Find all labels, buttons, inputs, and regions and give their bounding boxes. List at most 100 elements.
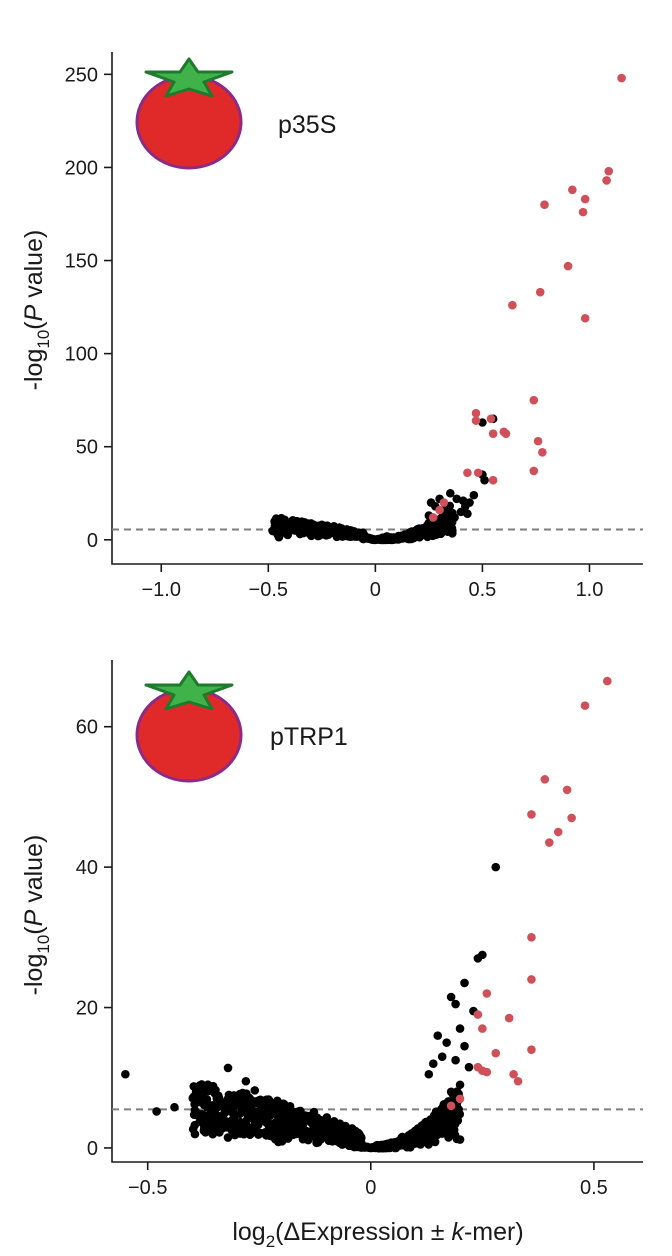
nonsig-point [170,1102,179,1112]
nonsig-point [318,1124,327,1134]
sig-point [446,1101,456,1111]
nonsig-point [426,498,436,507]
tomato-icon [135,57,243,170]
nonsig-point [273,1107,283,1117]
y-tick-label: 100 [65,344,98,366]
nonsig-point [469,490,479,500]
nonsig-point [455,1024,465,1033]
nonsig-point [210,1088,219,1098]
sig-point [603,676,612,686]
x-tick-label: 0 [365,1177,376,1199]
sig-point [617,73,626,83]
nonsig-point [407,527,416,536]
nonsig-point [206,1113,216,1122]
sig-point [544,838,554,847]
nonsig-point [195,1117,204,1127]
tomato-icon [135,670,243,783]
sig-point [533,436,543,446]
sig-point [580,313,590,323]
panel-pTRP1-yticks: 0 20 40 60 [76,717,112,1160]
nonsig-point [300,1111,310,1120]
nonsig-point [323,1131,333,1140]
nonsig-point [277,1137,287,1146]
sig-point [482,1067,492,1077]
nonsig-point [265,1119,275,1129]
nonsig-point [121,1069,130,1079]
nonsig-point [480,475,489,485]
nonsig-point [261,1127,270,1137]
x-tick-label: −0.5 [128,1177,167,1199]
sig-point [491,1048,501,1058]
nonsig-point [188,1124,198,1134]
nonsig-point [455,1135,465,1144]
sig-point [471,408,481,418]
panel-p35S: −1.0 −0.5 0 0.5 1.0 0 50 100 150 200 250 p35S -lo… [20,52,643,601]
sig-point [486,414,496,424]
nonsig-point [287,1106,296,1116]
nonsig-point [254,1130,263,1139]
sig-point [567,813,576,823]
nonsig-point [426,526,435,536]
panel-pTRP1: −0.5 0 0.5 0 20 40 60 pTRP1 -log10(P value) [20,660,643,1199]
nonsig-point [460,978,469,988]
nonsig-point [464,1062,474,1072]
nonsig-point [260,1104,270,1113]
sig-point [602,176,611,185]
nonsig-point [194,1093,203,1102]
nonsig-point [296,524,305,533]
nonsig-point [445,1115,454,1124]
nonsig-point [213,1120,222,1130]
nonsig-point [446,992,456,1002]
nonsig-point [460,1041,469,1051]
panel-pTRP1-ylabel: -log10(P value) [20,835,53,996]
sig-point [529,395,539,405]
sig-point [488,475,498,485]
nonsig-point [350,1141,360,1150]
nonsig-point [447,529,457,538]
nonsig-point [460,501,470,511]
panel-pTRP1-points [121,676,612,1153]
nonsig-point [446,1087,456,1097]
x-tick-label: 0 [370,579,381,601]
panel-p35S-yticks: 0 50 100 150 200 250 [65,64,112,552]
nonsig-point [242,1104,252,1114]
nonsig-point [373,534,383,544]
nonsig-point [436,524,446,534]
nonsig-point [473,954,483,963]
sig-point [527,1045,536,1054]
y-tick-label: 0 [87,530,98,552]
sig-point [435,505,444,515]
x-axis-label: log2(ΔExpression ± k-mer) [232,1218,523,1251]
nonsig-point [246,1129,256,1138]
sig-point [553,827,563,837]
nonsig-point [242,1116,251,1125]
nonsig-point [432,1130,442,1140]
x-tick-label: 0.5 [469,579,497,601]
sig-point [488,429,498,438]
sig-point [473,468,483,478]
nonsig-point [325,1121,335,1131]
nonsig-point [311,1122,320,1132]
x-tick-label: 1.0 [576,579,604,601]
panel-p35S-label: p35S [278,111,336,139]
sig-point [580,194,590,204]
nonsig-point [433,1031,443,1040]
nonsig-point [438,512,447,521]
panel-pTRP1-label: pTRP1 [270,723,348,751]
sig-point [501,429,511,438]
sig-point [463,468,472,478]
sig-point [527,933,536,942]
sig-point [508,300,517,310]
sig-point [562,785,572,795]
sig-point [604,166,614,176]
panel-p35S-xticks: −1.0 −0.5 0 0.5 1.0 [142,564,604,601]
sig-point [580,701,590,710]
nonsig-point [306,529,316,539]
nonsig-point [445,488,455,498]
x-tick-label: −1.0 [142,579,181,601]
sig-point [482,989,492,998]
nonsig-point [227,1108,237,1117]
sig-point [473,1010,483,1019]
nonsig-point [312,1138,321,1148]
